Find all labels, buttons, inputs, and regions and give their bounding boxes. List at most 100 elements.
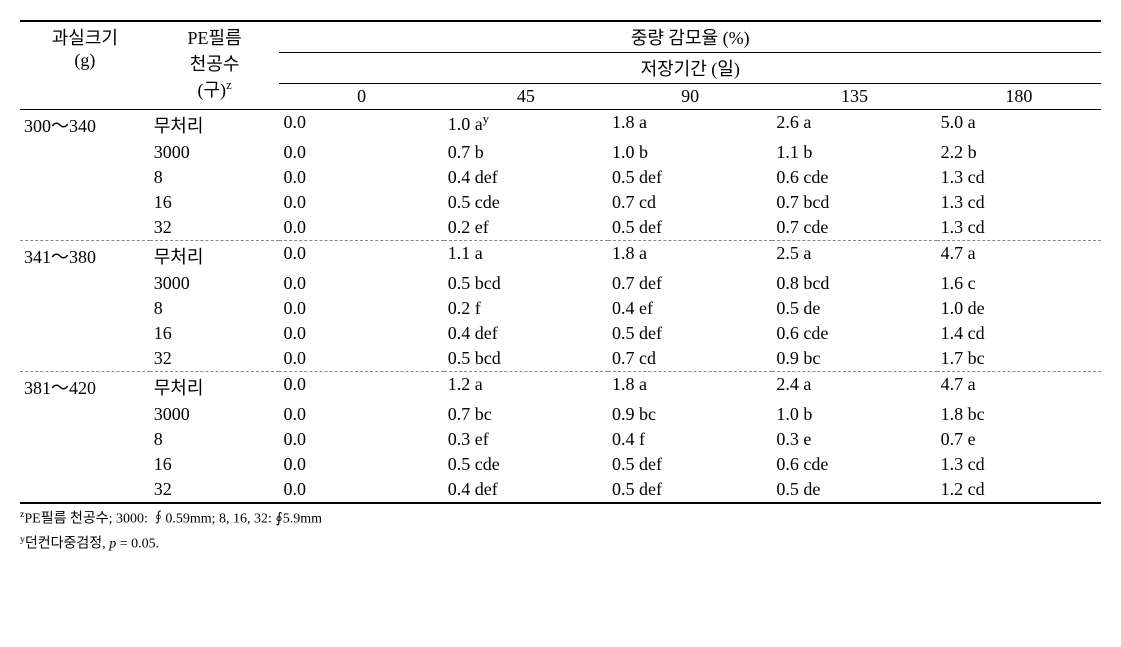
cell-value: 0.5 bcd [444,271,608,296]
footnote-z: zPE필름 천공수; 3000: ∮0.59mm; 8, 16, 32: ∮5.… [20,508,1101,529]
cell-value: 0.0 [279,215,443,241]
weight-loss-table: 과실크기 (g) PE필름 천공수 (구)z 중량 감모율 (%) 저장기간 (… [20,20,1101,504]
cell-film: 무처리 [150,241,280,272]
cell-value: 0.5 def [608,321,772,346]
cell-film: 무처리 [150,110,280,141]
cell-value: 0.0 [279,427,443,452]
cell-film: 8 [150,165,280,190]
cell-value: 0.5 def [608,165,772,190]
cell-film: 32 [150,215,280,241]
cell-film: 8 [150,296,280,321]
cell-value: 2.2 b [937,140,1101,165]
cell-value: 0.4 def [444,321,608,346]
cell-fruit-size [20,477,150,503]
cell-value: 1.3 cd [937,165,1101,190]
cell-value: 0.7 cd [608,190,772,215]
header-weight-loss: 중량 감모율 (%) [279,21,1101,53]
cell-value: 0.4 def [444,165,608,190]
cell-fruit-size [20,190,150,215]
cell-value: 0.5 def [608,452,772,477]
cell-value: 0.4 def [444,477,608,503]
header-day-90: 90 [608,84,772,110]
cell-value: 0.7 cde [772,215,936,241]
cell-fruit-size [20,427,150,452]
cell-fruit-size [20,296,150,321]
cell-value: 0.6 cde [772,452,936,477]
cell-value: 0.0 [279,271,443,296]
cell-film: 32 [150,477,280,503]
cell-fruit-size [20,452,150,477]
cell-value: 1.8 a [608,241,772,272]
cell-fruit-size [20,165,150,190]
header-storage-period: 저장기간 (일) [279,53,1101,84]
header-day-45: 45 [444,84,608,110]
cell-value: 1.2 cd [937,477,1101,503]
cell-fruit-size [20,271,150,296]
cell-value: 0.0 [279,321,443,346]
cell-film: 3000 [150,140,280,165]
cell-value: 1.8 bc [937,402,1101,427]
cell-value: 0.0 [279,140,443,165]
cell-value: 0.7 e [937,427,1101,452]
cell-value: 0.7 def [608,271,772,296]
cell-value: 0.2 f [444,296,608,321]
cell-value: 0.0 [279,477,443,503]
cell-film: 16 [150,190,280,215]
footnote-y: y던컨다중검정, p = 0.05. [20,533,1101,554]
header-day-135: 135 [772,84,936,110]
cell-fruit-size: 381～420 [20,372,150,403]
cell-film: 3000 [150,271,280,296]
header-day-0: 0 [279,84,443,110]
cell-value: 0.8 bcd [772,271,936,296]
cell-value: 0.0 [279,296,443,321]
cell-value: 1.0 de [937,296,1101,321]
cell-film: 32 [150,346,280,372]
cell-fruit-size [20,321,150,346]
cell-fruit-size [20,346,150,372]
cell-value: 0.5 cde [444,452,608,477]
cell-value: 4.7 a [937,372,1101,403]
cell-value: 0.3 e [772,427,936,452]
cell-value: 0.0 [279,190,443,215]
cell-value: 0.2 ef [444,215,608,241]
cell-value: 1.0 b [772,402,936,427]
cell-value: 0.5 de [772,296,936,321]
cell-value: 1.6 c [937,271,1101,296]
cell-value: 0.6 cde [772,165,936,190]
cell-fruit-size [20,215,150,241]
cell-value: 0.4 f [608,427,772,452]
cell-value: 0.5 def [608,477,772,503]
cell-value: 2.6 a [772,110,936,141]
cell-fruit-size: 341～380 [20,241,150,272]
cell-value: 0.5 bcd [444,346,608,372]
cell-value: 0.5 def [608,215,772,241]
cell-value: 5.0 a [937,110,1101,141]
cell-film: 8 [150,427,280,452]
cell-value: 1.8 a [608,110,772,141]
cell-value: 0.0 [279,452,443,477]
cell-value: 0.5 de [772,477,936,503]
cell-value: 0.7 cd [608,346,772,372]
cell-value: 0.9 bc [772,346,936,372]
cell-film: 16 [150,452,280,477]
cell-value: 1.3 cd [937,190,1101,215]
header-pe-film: PE필름 천공수 (구)z [150,21,280,110]
cell-value: 1.1 a [444,241,608,272]
cell-film: 무처리 [150,372,280,403]
cell-value: 1.4 cd [937,321,1101,346]
cell-value: 0.7 b [444,140,608,165]
cell-value: 1.2 a [444,372,608,403]
cell-value: 4.7 a [937,241,1101,272]
cell-value: 2.4 a [772,372,936,403]
cell-value: 1.0 b [608,140,772,165]
cell-value: 1.0 ay [444,110,608,141]
header-fruit-size: 과실크기 (g) [20,21,150,110]
cell-value: 2.5 a [772,241,936,272]
cell-value: 0.7 bcd [772,190,936,215]
cell-value: 0.6 cde [772,321,936,346]
cell-film: 16 [150,321,280,346]
cell-value: 0.0 [279,165,443,190]
cell-value: 0.0 [279,241,443,272]
cell-value: 0.0 [279,372,443,403]
cell-value: 1.3 cd [937,452,1101,477]
